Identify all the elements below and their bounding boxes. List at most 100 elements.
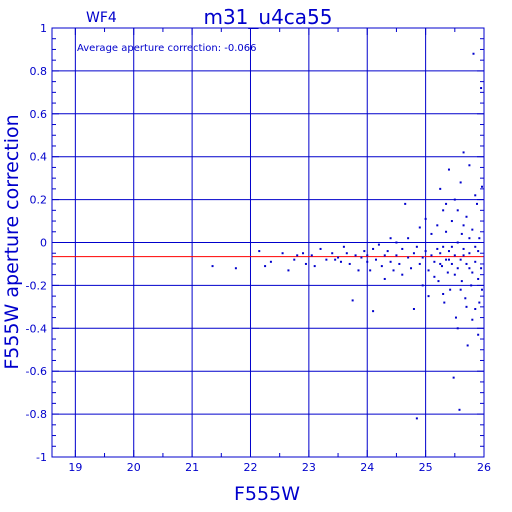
data-point bbox=[471, 271, 474, 274]
data-point bbox=[443, 301, 446, 304]
data-point bbox=[475, 202, 478, 205]
data-point bbox=[459, 181, 462, 184]
data-point bbox=[269, 260, 272, 263]
data-point bbox=[445, 202, 448, 205]
data-point bbox=[474, 194, 477, 197]
x-tick-labels: 19 20 21 22 23 24 25 26 bbox=[68, 461, 491, 474]
x-tick-label: 26 bbox=[477, 461, 491, 474]
data-point bbox=[401, 247, 404, 250]
data-point bbox=[452, 376, 455, 379]
data-point bbox=[389, 237, 392, 240]
data-point bbox=[468, 237, 471, 240]
data-point bbox=[383, 277, 386, 280]
gridlines bbox=[52, 28, 484, 457]
data-point bbox=[418, 226, 421, 229]
data-point bbox=[472, 52, 475, 55]
data-point bbox=[404, 202, 407, 205]
data-point bbox=[325, 258, 328, 261]
data-point bbox=[410, 267, 413, 270]
y-axis-label: F555W aperture correction bbox=[1, 114, 23, 369]
data-point bbox=[386, 250, 389, 253]
data-point bbox=[363, 250, 366, 253]
data-point bbox=[468, 252, 471, 255]
y-tick-label: 0.6 bbox=[30, 108, 48, 121]
data-point bbox=[302, 252, 305, 255]
data-point bbox=[447, 250, 450, 253]
data-point bbox=[471, 318, 474, 321]
data-point bbox=[375, 258, 377, 261]
data-point bbox=[453, 273, 456, 276]
data-point bbox=[454, 316, 457, 319]
data-point bbox=[234, 267, 237, 270]
data-points bbox=[211, 52, 483, 420]
data-point bbox=[395, 254, 398, 257]
data-point bbox=[360, 256, 363, 259]
data-point bbox=[389, 260, 392, 263]
data-point bbox=[439, 252, 442, 255]
data-point bbox=[442, 292, 445, 295]
data-point bbox=[354, 254, 357, 257]
data-point bbox=[474, 307, 477, 310]
data-point bbox=[456, 209, 459, 212]
data-point bbox=[296, 254, 299, 257]
data-point bbox=[459, 288, 462, 291]
data-point bbox=[465, 262, 468, 265]
data-point bbox=[412, 307, 415, 310]
data-point bbox=[456, 241, 459, 244]
data-point bbox=[412, 252, 415, 255]
y-tick-label: -0.2 bbox=[26, 279, 47, 292]
data-point bbox=[442, 209, 445, 212]
data-point bbox=[334, 258, 337, 261]
data-point bbox=[459, 258, 462, 261]
data-point bbox=[351, 299, 354, 302]
y-tick-label: 0 bbox=[40, 237, 47, 250]
data-point bbox=[421, 284, 424, 287]
data-point bbox=[462, 151, 465, 154]
data-point bbox=[477, 333, 480, 336]
y-tick-label: -1 bbox=[36, 451, 47, 464]
data-point bbox=[462, 247, 465, 250]
data-point bbox=[293, 258, 296, 261]
data-point bbox=[366, 260, 369, 263]
x-tick-label: 25 bbox=[419, 461, 433, 474]
data-point bbox=[401, 273, 404, 276]
data-point bbox=[264, 265, 267, 268]
data-point bbox=[258, 250, 261, 253]
data-point bbox=[437, 280, 440, 283]
data-point bbox=[481, 288, 483, 291]
data-point bbox=[440, 265, 443, 268]
data-point bbox=[392, 269, 395, 272]
data-point bbox=[449, 288, 452, 291]
data-point bbox=[439, 262, 442, 265]
y-tick-label: 0.8 bbox=[30, 65, 48, 78]
data-point bbox=[465, 305, 468, 308]
data-point bbox=[439, 187, 442, 190]
data-point bbox=[445, 258, 448, 261]
data-point bbox=[446, 271, 449, 274]
data-point bbox=[478, 237, 481, 240]
data-point bbox=[465, 215, 468, 218]
x-tick-label: 23 bbox=[302, 461, 316, 474]
data-point bbox=[427, 295, 430, 298]
y-tick-label: -0.6 bbox=[26, 365, 47, 378]
data-point bbox=[450, 245, 453, 248]
data-point bbox=[462, 254, 465, 257]
data-point bbox=[421, 256, 424, 259]
data-point bbox=[470, 284, 473, 287]
data-point bbox=[287, 269, 290, 272]
data-point bbox=[383, 254, 386, 257]
data-point bbox=[366, 254, 369, 257]
data-point bbox=[450, 220, 453, 223]
y-tick-labels: -1 -0.8 -0.6 -0.4 -0.2 0 0.2 0.4 0.6 0.8 1 bbox=[26, 22, 47, 464]
data-point bbox=[468, 267, 471, 270]
x-tick-label: 24 bbox=[360, 461, 374, 474]
data-point bbox=[337, 256, 340, 259]
data-point bbox=[436, 224, 439, 227]
data-point bbox=[478, 301, 481, 304]
data-point bbox=[310, 254, 313, 257]
x-tick-label: 22 bbox=[243, 461, 257, 474]
data-point bbox=[474, 260, 477, 263]
axis-ticks bbox=[52, 27, 485, 458]
data-point bbox=[458, 408, 461, 411]
